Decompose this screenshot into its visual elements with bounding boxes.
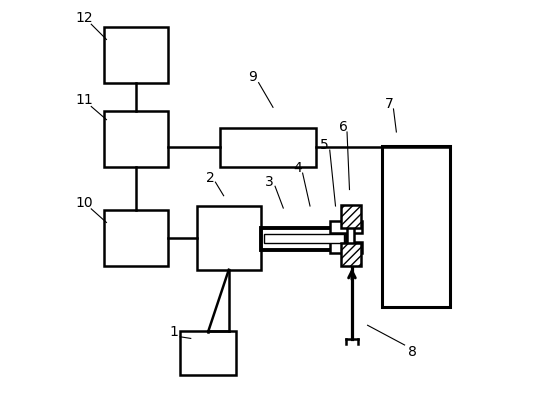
- Bar: [104, 28, 168, 83]
- Bar: [330, 222, 362, 233]
- Text: 6: 6: [339, 119, 348, 133]
- Bar: [347, 225, 354, 254]
- Bar: [260, 229, 347, 250]
- Text: 5: 5: [320, 138, 329, 152]
- Text: 9: 9: [248, 70, 257, 84]
- Text: 3: 3: [264, 175, 273, 189]
- Bar: [382, 147, 450, 307]
- Bar: [341, 206, 360, 228]
- Text: 4: 4: [293, 161, 302, 175]
- Bar: [181, 332, 236, 375]
- Bar: [330, 242, 362, 254]
- Text: 12: 12: [76, 11, 93, 25]
- Text: 11: 11: [76, 93, 93, 107]
- Text: 10: 10: [76, 195, 93, 209]
- Text: 1: 1: [170, 325, 179, 339]
- Bar: [341, 243, 360, 266]
- Text: 7: 7: [384, 97, 393, 111]
- Bar: [104, 112, 168, 168]
- Bar: [104, 211, 168, 266]
- Bar: [197, 206, 260, 270]
- Text: 2: 2: [206, 171, 215, 185]
- Bar: [219, 128, 316, 168]
- Text: 8: 8: [407, 344, 417, 358]
- Bar: [264, 235, 344, 244]
